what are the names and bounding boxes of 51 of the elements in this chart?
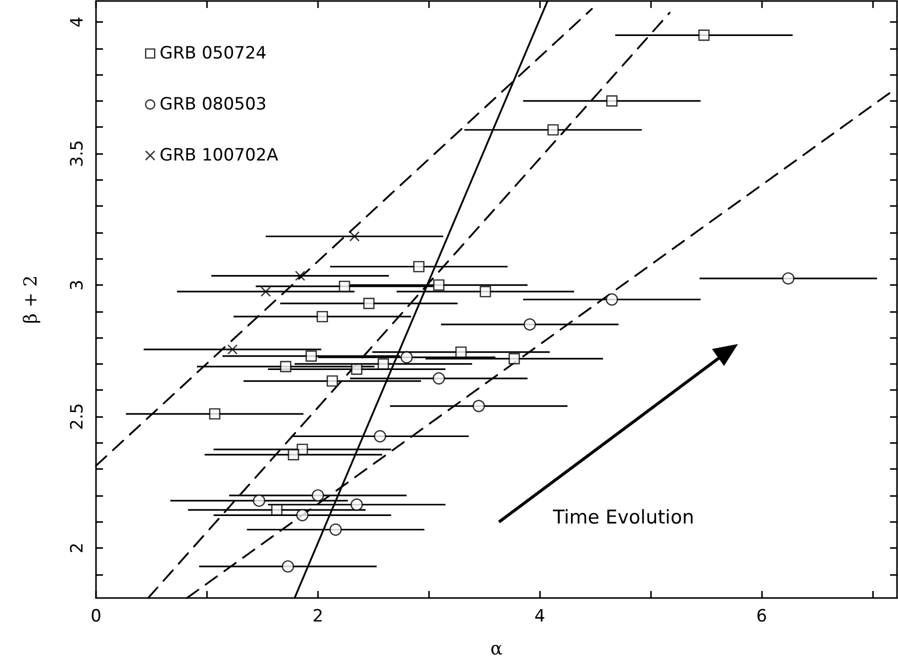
point	[288, 449, 300, 460]
point	[296, 509, 308, 522]
point	[413, 260, 424, 272]
point	[455, 346, 467, 358]
point	[294, 270, 306, 281]
legend-label: GRB 080503	[160, 94, 267, 114]
point	[252, 494, 266, 507]
point	[524, 318, 536, 331]
point	[782, 272, 794, 285]
x-tick-label: 2	[312, 606, 324, 626]
point	[400, 351, 413, 364]
point	[698, 30, 710, 41]
point	[472, 400, 485, 412]
y-tick-label: 4	[68, 16, 88, 28]
y-tick-label: 2	[68, 542, 88, 554]
point	[280, 360, 292, 372]
point	[351, 364, 362, 375]
point	[508, 353, 520, 364]
point	[260, 286, 271, 297]
y-tick-label: 3	[68, 280, 88, 290]
x-tick-label: 6	[756, 606, 768, 626]
point	[306, 350, 317, 362]
point	[432, 372, 445, 385]
point	[326, 375, 338, 387]
legend-label: GRB 050724	[160, 44, 267, 64]
x-axis-title: α	[490, 638, 503, 660]
point	[209, 408, 220, 420]
y-tick-label: 3.5	[68, 140, 88, 168]
point	[329, 523, 342, 536]
point	[271, 504, 282, 516]
point	[433, 279, 444, 291]
point	[378, 358, 389, 370]
point	[606, 293, 618, 306]
point	[480, 286, 492, 298]
point	[227, 344, 238, 355]
point	[316, 310, 328, 322]
x-tick-label: 4	[534, 606, 546, 626]
point	[363, 298, 375, 310]
y-axis-title: β + 2	[20, 275, 42, 324]
point	[338, 280, 350, 292]
point	[349, 231, 360, 242]
point	[606, 95, 618, 107]
legend-label: GRB 100702A	[160, 146, 279, 166]
point	[282, 560, 294, 573]
y-tick-label: 2.5	[68, 403, 88, 430]
point	[312, 489, 324, 502]
point	[547, 124, 559, 136]
point	[350, 498, 363, 511]
point	[374, 430, 386, 442]
x-tick-label: 0	[90, 606, 102, 626]
annotation: Time Evolution	[552, 506, 694, 528]
